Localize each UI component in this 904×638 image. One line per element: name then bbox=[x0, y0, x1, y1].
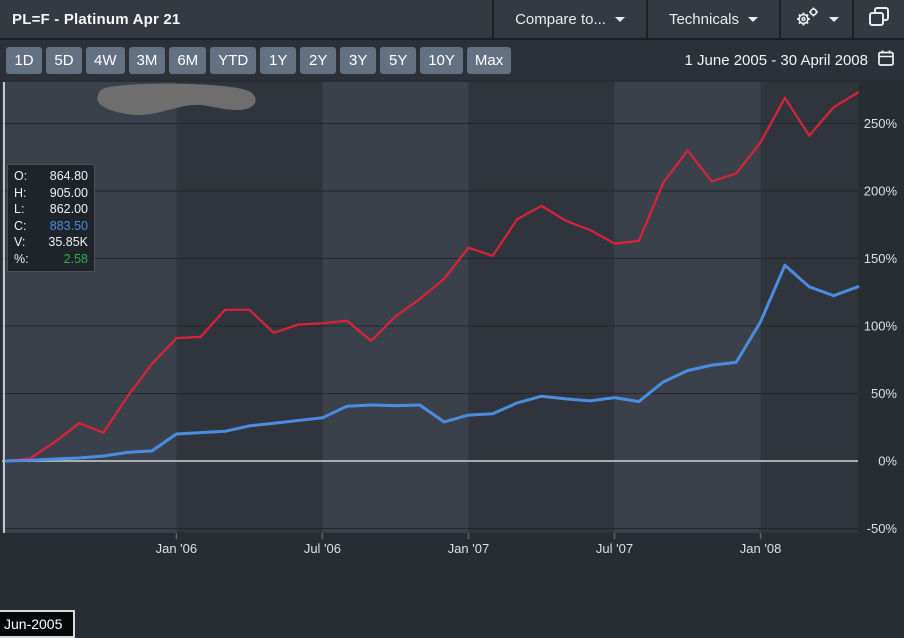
chevron-down-icon bbox=[748, 16, 758, 22]
y-axis-label: 0% bbox=[878, 454, 897, 469]
range-button-5y[interactable]: 5Y bbox=[380, 46, 417, 74]
y-axis-label: 100% bbox=[864, 319, 898, 334]
ohlc-legend: O: 864.80 H: 905.00 L: 862.00 C: 883.50 V: 35.85K… bbox=[7, 164, 95, 272]
separator bbox=[645, 0, 648, 38]
y-axis-label: 50% bbox=[871, 386, 897, 401]
legend-row-h: H: 905.00 bbox=[14, 185, 88, 202]
range-button-6m[interactable]: 6M bbox=[169, 46, 207, 74]
page-title: PL=F - Platinum Apr 21 bbox=[12, 10, 181, 28]
legend-row-%: %: 2.58 bbox=[14, 251, 88, 268]
toolbar: 1D 5D 4W 3M 6M YTD 1Y 2Y 3Y 5Y 10Y Max 1 June 2005 … bbox=[0, 40, 904, 80]
chevron-down-icon bbox=[829, 16, 839, 22]
legend-value: 905.00 bbox=[49, 185, 88, 200]
legend-label: H: bbox=[14, 185, 27, 200]
calendar-icon[interactable] bbox=[877, 49, 895, 71]
separator bbox=[852, 0, 854, 38]
x-axis-label: Jan '06 bbox=[156, 541, 198, 556]
legend-value: 883.50 bbox=[49, 218, 88, 233]
pop-out-button[interactable] bbox=[854, 0, 904, 38]
x-axis-label: Jul '06 bbox=[304, 541, 341, 556]
technicals-button[interactable]: Technicals bbox=[648, 0, 779, 38]
y-axis-label: -50% bbox=[867, 521, 898, 536]
range-button-10y[interactable]: 10Y bbox=[420, 46, 463, 74]
gears-icon bbox=[794, 5, 820, 33]
price-chart-plot[interactable]: Jan '06 Jul '06 Jan '07 Jul '07 Jan '08 -50% 0… bbox=[0, 80, 904, 560]
y-axis-label: 250% bbox=[864, 116, 898, 131]
legend-row-v: V: 35.85K bbox=[14, 234, 88, 251]
plot-band bbox=[322, 82, 469, 533]
date-range-label: 1 June 2005 - 30 April 2008 bbox=[684, 51, 868, 69]
compare-to-button[interactable]: Compare to... bbox=[494, 0, 646, 38]
legend-value: 35.85K bbox=[48, 235, 88, 250]
legend-row-c: C: 883.50 bbox=[14, 218, 88, 235]
date-range: 1 June 2005 - 30 April 2008 bbox=[685, 49, 895, 71]
windows-icon bbox=[867, 5, 891, 33]
chevron-down-icon bbox=[614, 16, 625, 22]
legend-row-l: L: 862.00 bbox=[14, 201, 88, 218]
technicals-label: Technicals bbox=[668, 10, 739, 28]
titlebar-controls: Compare to... Technicals bbox=[492, 0, 904, 38]
range-button-2y[interactable]: 2Y bbox=[300, 46, 337, 74]
redaction-blob bbox=[97, 83, 256, 116]
legend-label: L: bbox=[14, 202, 25, 217]
range-button-4w[interactable]: 4W bbox=[86, 46, 125, 74]
range-button-1y[interactable]: 1Y bbox=[260, 46, 297, 74]
settings-button[interactable] bbox=[781, 0, 852, 38]
legend-label: V: bbox=[14, 235, 26, 250]
y-axis-label: 150% bbox=[864, 251, 898, 266]
range-button-max[interactable]: Max bbox=[466, 46, 512, 74]
range-buttons: 1D 5D 4W 3M 6M YTD 1Y 2Y 3Y 5Y 10Y Max bbox=[6, 46, 512, 74]
series-line-blue bbox=[4, 263, 860, 463]
legend-label: C: bbox=[14, 218, 27, 233]
titlebar: PL=F - Platinum Apr 21 Compare to... Tec… bbox=[0, 0, 904, 40]
compare-to-label: Compare to... bbox=[515, 10, 606, 28]
range-button-ytd[interactable]: YTD bbox=[210, 46, 257, 74]
chart-area: Jan '06 Jul '06 Jan '07 Jul '07 Jan '08 -50% 0… bbox=[0, 80, 904, 638]
legend-value: 862.00 bbox=[49, 202, 88, 217]
separator bbox=[492, 0, 495, 38]
x-axis-label: Jul '07 bbox=[596, 541, 633, 556]
range-button-3y[interactable]: 3Y bbox=[340, 46, 377, 74]
x-axis-label: Jan '07 bbox=[448, 541, 490, 556]
legend-row-o: O: 864.80 bbox=[14, 168, 88, 185]
series-line-red bbox=[4, 91, 860, 463]
range-button-3m[interactable]: 3M bbox=[128, 46, 166, 74]
x-axis-label: Jan '08 bbox=[740, 541, 782, 556]
range-button-5d[interactable]: 5D bbox=[46, 46, 82, 74]
crosshair-date-tooltip: Jun-2005 bbox=[0, 610, 76, 638]
legend-label: %: bbox=[14, 251, 29, 266]
legend-value: 2.58 bbox=[63, 251, 88, 266]
legend-label: O: bbox=[14, 169, 28, 183]
plot-band bbox=[614, 82, 761, 533]
y-axis-label: 200% bbox=[864, 184, 898, 199]
separator bbox=[779, 0, 781, 38]
plot-band bbox=[2, 82, 177, 533]
range-button-1d[interactable]: 1D bbox=[6, 46, 42, 74]
legend-value: 864.80 bbox=[49, 169, 88, 183]
